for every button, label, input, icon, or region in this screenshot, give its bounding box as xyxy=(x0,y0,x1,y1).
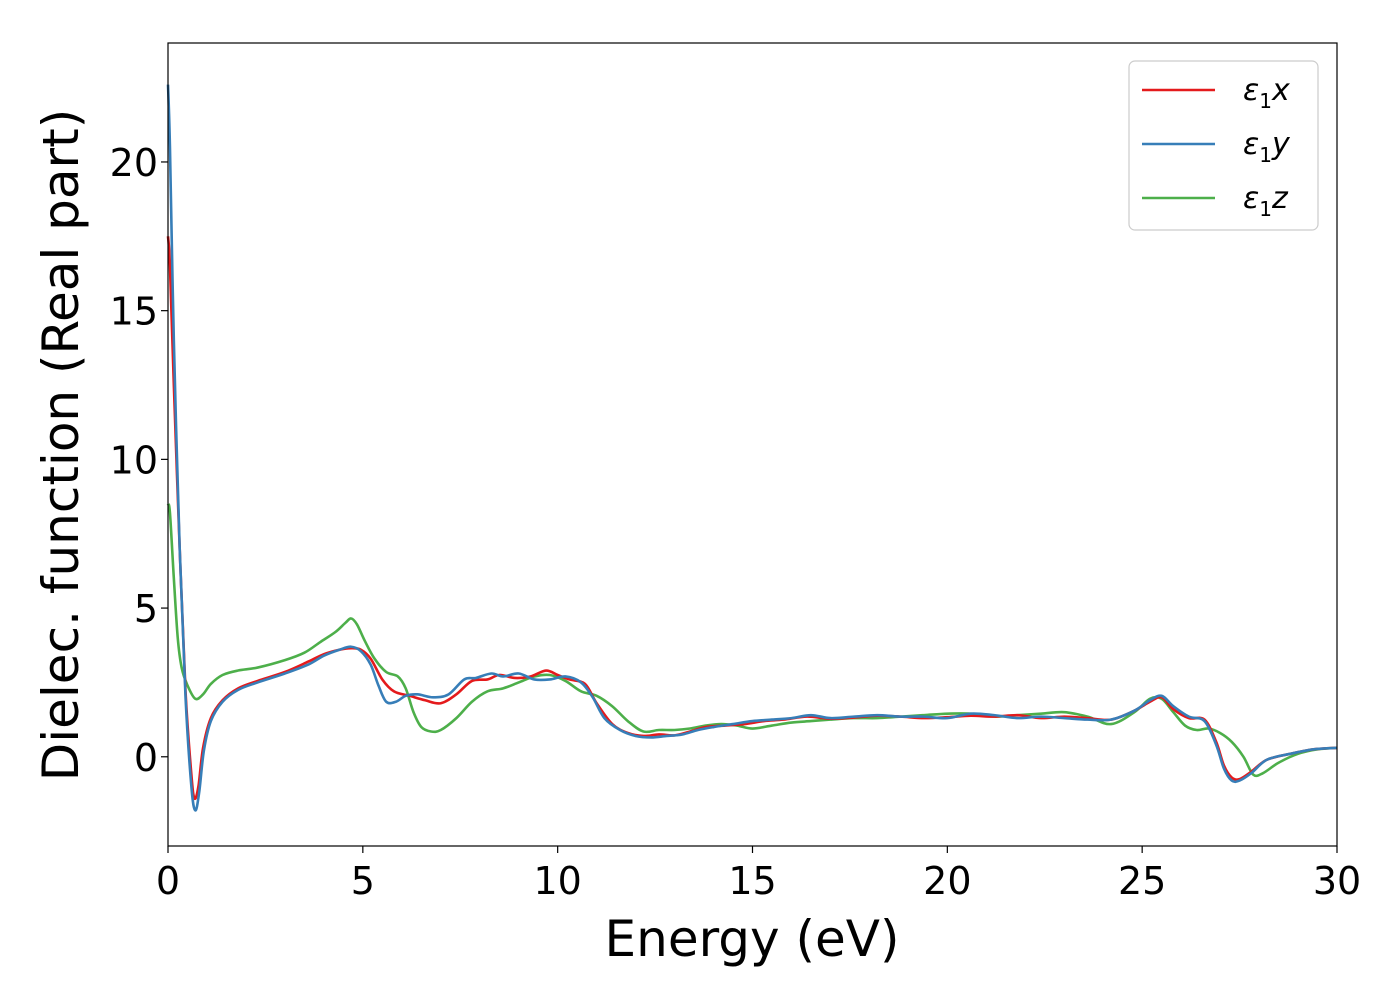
x-tick-label: 10 xyxy=(533,859,581,903)
series-layer xyxy=(166,84,1338,812)
x-tick-label: 15 xyxy=(728,859,776,903)
x-tick-label: 0 xyxy=(156,859,180,903)
y-tick-label: 5 xyxy=(134,587,158,631)
legend-label-z: ε1z xyxy=(1243,181,1289,221)
series-line-y xyxy=(166,84,1338,812)
x-tick-label: 5 xyxy=(351,859,375,903)
legend-box xyxy=(1128,60,1319,231)
series-line-x xyxy=(166,236,1338,801)
y-axis-ticks: 0 5 10 15 20 xyxy=(110,141,168,780)
series-line-z xyxy=(166,502,1338,778)
legend-items: ε1x ε1y ε1z xyxy=(1142,73,1291,221)
legend-label-y: ε1y xyxy=(1243,127,1291,167)
x-tick-label: 30 xyxy=(1313,859,1361,903)
y-axis-label: Dielec. function (Real part) xyxy=(32,109,90,781)
legend: ε1x ε1y ε1z xyxy=(1128,60,1319,231)
y-tick-label: 0 xyxy=(134,736,158,780)
x-axis-ticks: 0 5 10 15 20 25 30 xyxy=(156,846,1361,903)
y-tick-label: 15 xyxy=(110,290,158,334)
legend-label-x: ε1x xyxy=(1243,73,1290,113)
y-tick-label: 20 xyxy=(110,141,158,185)
x-axis-label: Energy (eV) xyxy=(605,910,900,968)
x-tick-label: 20 xyxy=(923,859,971,903)
x-tick-label: 25 xyxy=(1118,859,1166,903)
y-tick-label: 10 xyxy=(110,438,158,482)
